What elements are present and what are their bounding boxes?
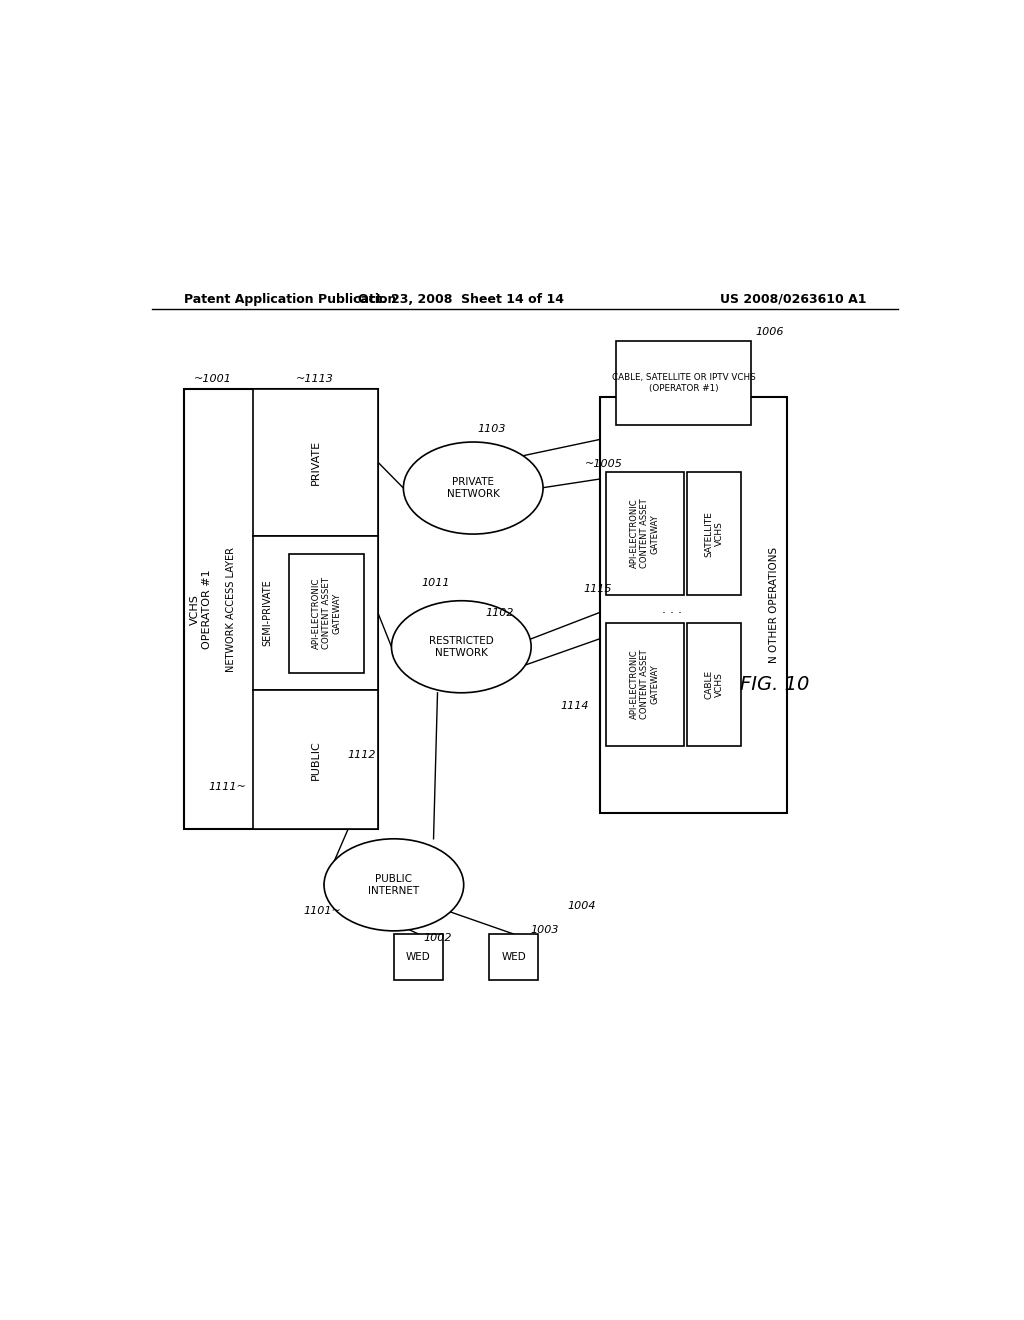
Bar [606,473,684,595]
Text: Oct. 23, 2008  Sheet 14 of 14: Oct. 23, 2008 Sheet 14 of 14 [358,293,564,306]
Bar [687,623,741,746]
Text: ~1113: ~1113 [296,375,334,384]
Text: FIG. 10: FIG. 10 [740,675,809,693]
Text: Patent Application Publication: Patent Application Publication [183,293,396,306]
Ellipse shape [324,838,464,931]
Text: . . .: . . . [662,603,682,616]
Bar [289,554,365,673]
Text: ~1005: ~1005 [586,459,623,469]
Text: NETWORK ACCESS LAYER: NETWORK ACCESS LAYER [226,546,237,672]
Text: 1103: 1103 [477,424,506,433]
Text: RESTRICTED
NETWORK: RESTRICTED NETWORK [429,636,494,657]
Bar [253,389,378,536]
Bar [183,389,378,829]
Text: 1004: 1004 [567,902,596,911]
Bar [687,473,741,595]
Text: US 2008/0263610 A1: US 2008/0263610 A1 [720,293,866,306]
Bar [489,935,539,979]
Text: 1111~: 1111~ [208,783,246,792]
Text: 1115: 1115 [584,583,612,594]
Bar [616,342,751,425]
Text: API-ELECTRONIC
CONTENT ASSET
GATEWAY: API-ELECTRONIC CONTENT ASSET GATEWAY [312,577,342,649]
Ellipse shape [403,442,543,535]
Bar [253,536,378,690]
Text: 1102: 1102 [485,607,514,618]
Text: PUBLIC: PUBLIC [310,741,321,780]
Bar [600,397,786,813]
Text: SEMI-PRIVATE: SEMI-PRIVATE [263,579,272,647]
Text: WED: WED [502,952,526,962]
Text: CABLE
VCHS: CABLE VCHS [705,669,724,700]
Text: API-ELECTRONIC
CONTENT ASSET
GATEWAY: API-ELECTRONIC CONTENT ASSET GATEWAY [630,499,659,569]
Text: PUBLIC
INTERNET: PUBLIC INTERNET [369,874,420,896]
Text: API-ELECTRONIC
CONTENT ASSET
GATEWAY: API-ELECTRONIC CONTENT ASSET GATEWAY [630,649,659,719]
Text: 1002: 1002 [423,933,452,942]
Text: VCHS
OPERATOR #1: VCHS OPERATOR #1 [190,569,212,649]
Text: 1112: 1112 [348,751,377,760]
Text: PRIVATE: PRIVATE [310,440,321,484]
Text: PRIVATE
NETWORK: PRIVATE NETWORK [446,478,500,499]
Text: 1006: 1006 [755,327,783,337]
Bar [253,690,378,829]
Text: N OTHER OPERATIONS: N OTHER OPERATIONS [769,546,779,663]
Text: SATELLITE
VCHS: SATELLITE VCHS [705,511,724,557]
Text: 1101~: 1101~ [303,906,341,916]
Bar [606,623,684,746]
Text: 1011: 1011 [422,578,451,589]
Text: ~1001: ~1001 [194,375,231,384]
Text: 1003: 1003 [530,925,559,935]
Bar [394,935,443,979]
Ellipse shape [391,601,531,693]
Text: CABLE, SATELLITE OR IPTV VCHS
(OPERATOR #1): CABLE, SATELLITE OR IPTV VCHS (OPERATOR … [611,374,756,392]
Text: 1114: 1114 [560,701,589,711]
Text: WED: WED [407,952,431,962]
